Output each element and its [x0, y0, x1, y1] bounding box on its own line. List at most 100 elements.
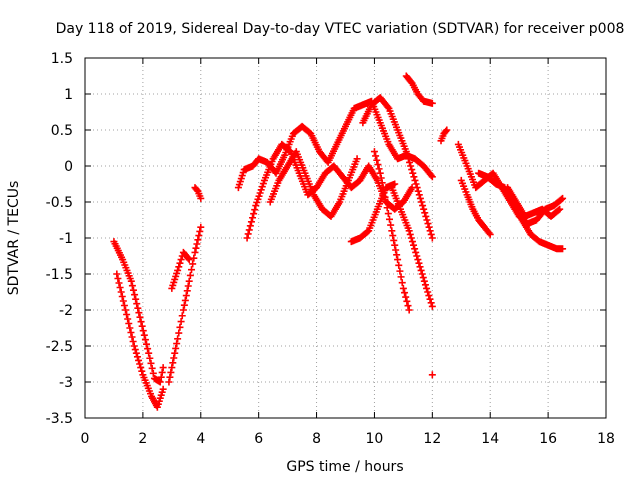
data-point: [129, 338, 137, 345]
series-sat-i: [359, 94, 436, 242]
data-point: [255, 192, 263, 200]
data-point: [148, 364, 156, 372]
series-sat-e: [191, 184, 205, 202]
data-point: [419, 274, 427, 282]
data-point: [374, 161, 382, 169]
series-sat-b: [113, 270, 167, 411]
data-point: [423, 216, 431, 224]
data-point: [412, 248, 420, 256]
data-point: [141, 336, 149, 344]
data-point: [395, 261, 403, 269]
data-point: [375, 165, 383, 173]
data-point: [555, 206, 563, 214]
data-point: [409, 169, 417, 177]
data-point: [428, 99, 436, 107]
data-point: [422, 212, 430, 220]
data-point: [373, 156, 381, 164]
data-point: [425, 223, 433, 231]
data-point: [126, 324, 134, 332]
data-point: [174, 335, 182, 343]
data-point: [385, 215, 393, 223]
data-point: [131, 346, 139, 354]
data-point: [135, 356, 143, 364]
data-point: [377, 174, 385, 182]
data-point: [127, 277, 135, 285]
data-point: [117, 288, 125, 296]
data-point: [428, 173, 436, 181]
data-point: [393, 251, 401, 259]
data-point: [406, 158, 414, 166]
data-point: [408, 166, 416, 174]
data-point: [250, 210, 258, 218]
data-point: [144, 345, 152, 353]
data-point: [119, 297, 127, 305]
data-point: [398, 279, 406, 287]
y-tick-label: -1: [59, 231, 73, 247]
y-tick-label: -0.5: [46, 195, 73, 211]
data-point: [132, 349, 140, 357]
data-point: [245, 226, 253, 234]
y-tick-label: -2.5: [46, 339, 73, 355]
data-point: [166, 373, 174, 381]
data-point: [146, 354, 154, 362]
data-point: [426, 227, 434, 235]
series-sat-p: [457, 176, 494, 238]
y-tick-label: 0: [64, 159, 73, 175]
data-point: [191, 248, 199, 256]
data-point: [378, 179, 386, 187]
data-point: [420, 277, 428, 285]
data-point: [123, 311, 131, 318]
data-point: [414, 256, 422, 264]
data-point: [128, 282, 136, 290]
x-tick-label: 10: [366, 431, 384, 447]
data-point: [185, 256, 193, 264]
data-point: [253, 198, 261, 206]
data-point: [113, 270, 121, 278]
data-point: [193, 240, 201, 248]
data-point: [397, 273, 405, 281]
data-point: [172, 344, 180, 352]
data-point: [143, 340, 151, 348]
data-point: [384, 103, 392, 111]
data-point: [427, 171, 435, 179]
data-point: [174, 266, 182, 274]
data-point: [157, 373, 165, 381]
y-tick-label: -3.5: [46, 411, 73, 427]
data-point: [165, 378, 173, 386]
data-point: [132, 295, 140, 303]
data-point: [390, 236, 398, 244]
data-point: [411, 176, 419, 184]
data-point: [193, 186, 201, 194]
data-point: [420, 205, 428, 213]
data-point: [129, 286, 137, 294]
data-point: [175, 329, 183, 337]
data-point: [128, 333, 136, 341]
data-point: [116, 284, 124, 291]
axis-ticks: 0 2 4 6 8 10 12 14 16 18 1.5 1 0.5 0 -0.5 -1 -1.5 -2 -2.5 -…: [46, 51, 615, 447]
data-point: [184, 254, 192, 262]
data-point: [246, 222, 254, 230]
data-point: [181, 296, 189, 304]
data-point: [415, 259, 423, 267]
data-point: [486, 230, 494, 238]
data-point: [196, 227, 204, 235]
series-sat-r: [504, 184, 564, 220]
x-tick-label: 4: [196, 431, 205, 447]
x-tick-label: 12: [423, 431, 441, 447]
y-tick-label: 1.5: [51, 51, 73, 67]
series-sat-h: [266, 148, 361, 220]
x-tick-label: 18: [597, 431, 615, 447]
data-point: [387, 221, 395, 229]
data-point: [382, 198, 390, 206]
series-sat-c: [165, 223, 205, 386]
data-point: [145, 349, 153, 357]
data-point: [403, 151, 411, 159]
data-point: [195, 232, 203, 240]
data-point: [392, 246, 400, 254]
data-point: [169, 359, 177, 367]
data-point: [428, 302, 436, 310]
data-point: [149, 369, 157, 377]
data-point: [192, 244, 200, 252]
x-axis-label: GPS time / hours: [286, 459, 403, 475]
